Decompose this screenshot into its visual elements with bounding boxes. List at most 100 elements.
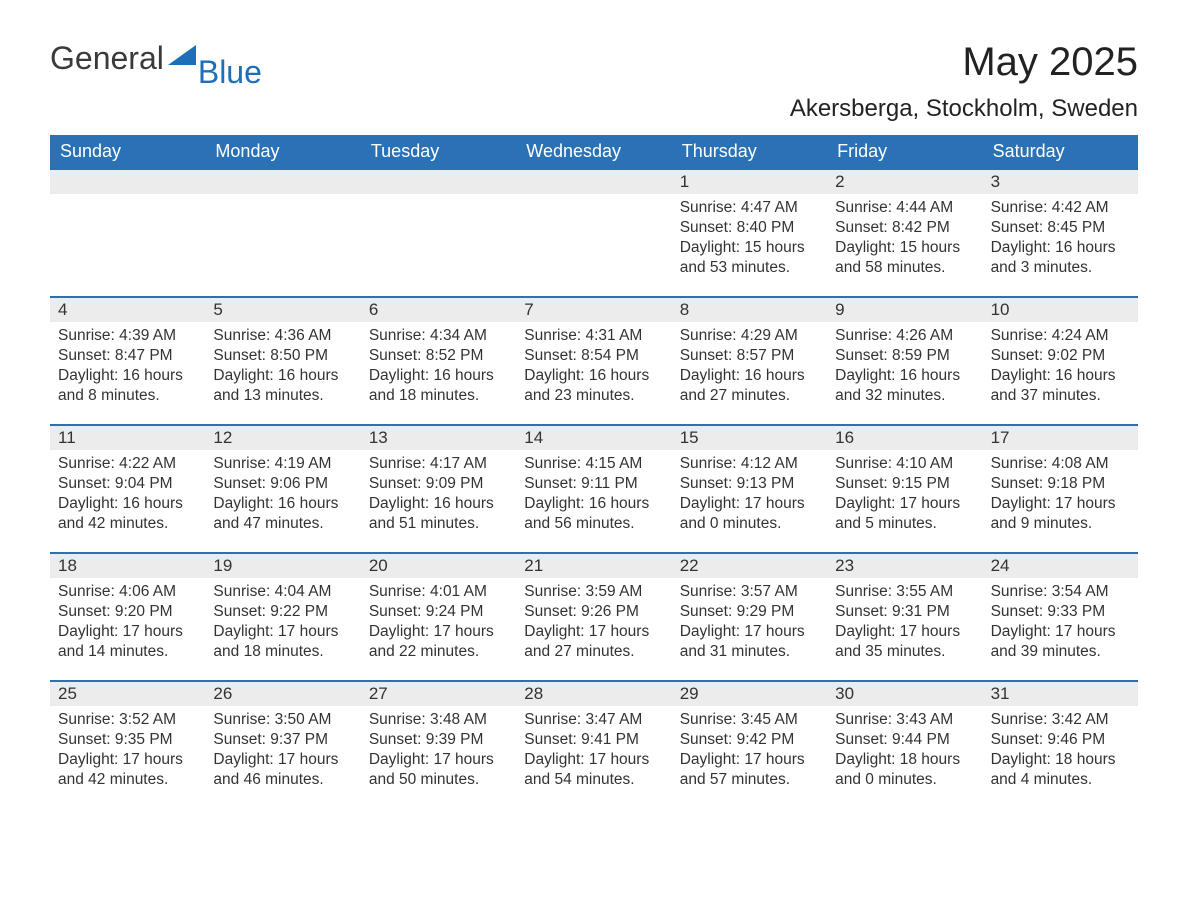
- daylight-text: Daylight: 16 hours and 37 minutes.: [991, 366, 1130, 406]
- sunset-text: Sunset: 9:41 PM: [524, 730, 663, 750]
- dow-cell: Wednesday: [516, 135, 671, 168]
- daylight-text: Daylight: 16 hours and 18 minutes.: [369, 366, 508, 406]
- day-number: 16: [827, 426, 982, 450]
- day-cell: 23Sunrise: 3:55 AMSunset: 9:31 PMDayligh…: [827, 554, 982, 680]
- day-details: Sunrise: 3:59 AMSunset: 9:26 PMDaylight:…: [516, 578, 671, 669]
- day-details: Sunrise: 3:45 AMSunset: 9:42 PMDaylight:…: [672, 706, 827, 797]
- sunset-text: Sunset: 9:46 PM: [991, 730, 1130, 750]
- sunrise-text: Sunrise: 3:50 AM: [213, 710, 352, 730]
- sunset-text: Sunset: 8:40 PM: [680, 218, 819, 238]
- day-cell: 16Sunrise: 4:10 AMSunset: 9:15 PMDayligh…: [827, 426, 982, 552]
- sunset-text: Sunset: 8:45 PM: [991, 218, 1130, 238]
- day-number: 8: [672, 298, 827, 322]
- daylight-text: Daylight: 15 hours and 58 minutes.: [835, 238, 974, 278]
- daylight-text: Daylight: 17 hours and 5 minutes.: [835, 494, 974, 534]
- daylight-text: Daylight: 17 hours and 46 minutes.: [213, 750, 352, 790]
- sunrise-text: Sunrise: 3:43 AM: [835, 710, 974, 730]
- day-number: 24: [983, 554, 1138, 578]
- sunrise-text: Sunrise: 3:52 AM: [58, 710, 197, 730]
- sunrise-text: Sunrise: 3:57 AM: [680, 582, 819, 602]
- day-cell: 27Sunrise: 3:48 AMSunset: 9:39 PMDayligh…: [361, 682, 516, 808]
- dow-cell: Monday: [205, 135, 360, 168]
- day-details: Sunrise: 4:39 AMSunset: 8:47 PMDaylight:…: [50, 322, 205, 413]
- daylight-text: Daylight: 15 hours and 53 minutes.: [680, 238, 819, 278]
- day-details: Sunrise: 4:22 AMSunset: 9:04 PMDaylight:…: [50, 450, 205, 541]
- daylight-text: Daylight: 17 hours and 0 minutes.: [680, 494, 819, 534]
- day-details: Sunrise: 4:01 AMSunset: 9:24 PMDaylight:…: [361, 578, 516, 669]
- day-details: Sunrise: 4:19 AMSunset: 9:06 PMDaylight:…: [205, 450, 360, 541]
- dow-cell: Thursday: [672, 135, 827, 168]
- sunset-text: Sunset: 9:18 PM: [991, 474, 1130, 494]
- day-cell: 13Sunrise: 4:17 AMSunset: 9:09 PMDayligh…: [361, 426, 516, 552]
- sunrise-text: Sunrise: 3:54 AM: [991, 582, 1130, 602]
- sunset-text: Sunset: 9:02 PM: [991, 346, 1130, 366]
- day-cell: 30Sunrise: 3:43 AMSunset: 9:44 PMDayligh…: [827, 682, 982, 808]
- day-cell: 12Sunrise: 4:19 AMSunset: 9:06 PMDayligh…: [205, 426, 360, 552]
- day-cell: 7Sunrise: 4:31 AMSunset: 8:54 PMDaylight…: [516, 298, 671, 424]
- day-cell: 11Sunrise: 4:22 AMSunset: 9:04 PMDayligh…: [50, 426, 205, 552]
- day-details: Sunrise: 4:17 AMSunset: 9:09 PMDaylight:…: [361, 450, 516, 541]
- sunrise-text: Sunrise: 4:01 AM: [369, 582, 508, 602]
- day-details: [50, 194, 205, 204]
- day-details: Sunrise: 3:48 AMSunset: 9:39 PMDaylight:…: [361, 706, 516, 797]
- sunset-text: Sunset: 9:42 PM: [680, 730, 819, 750]
- day-number: 26: [205, 682, 360, 706]
- title-block: May 2025 Akersberga, Stockholm, Sweden: [790, 40, 1138, 123]
- sunset-text: Sunset: 9:13 PM: [680, 474, 819, 494]
- sunrise-text: Sunrise: 3:45 AM: [680, 710, 819, 730]
- sunset-text: Sunset: 8:50 PM: [213, 346, 352, 366]
- day-details: Sunrise: 3:55 AMSunset: 9:31 PMDaylight:…: [827, 578, 982, 669]
- day-details: Sunrise: 4:26 AMSunset: 8:59 PMDaylight:…: [827, 322, 982, 413]
- sunset-text: Sunset: 9:35 PM: [58, 730, 197, 750]
- daylight-text: Daylight: 16 hours and 47 minutes.: [213, 494, 352, 534]
- day-cell: 1Sunrise: 4:47 AMSunset: 8:40 PMDaylight…: [672, 170, 827, 296]
- day-details: Sunrise: 3:52 AMSunset: 9:35 PMDaylight:…: [50, 706, 205, 797]
- day-number: 27: [361, 682, 516, 706]
- dow-cell: Saturday: [983, 135, 1138, 168]
- sunrise-text: Sunrise: 4:34 AM: [369, 326, 508, 346]
- dow-cell: Tuesday: [361, 135, 516, 168]
- sunset-text: Sunset: 9:37 PM: [213, 730, 352, 750]
- week-row: 18Sunrise: 4:06 AMSunset: 9:20 PMDayligh…: [50, 552, 1138, 680]
- sunrise-text: Sunrise: 4:42 AM: [991, 198, 1130, 218]
- day-number: 9: [827, 298, 982, 322]
- daylight-text: Daylight: 16 hours and 3 minutes.: [991, 238, 1130, 278]
- sunrise-text: Sunrise: 4:26 AM: [835, 326, 974, 346]
- day-cell: 25Sunrise: 3:52 AMSunset: 9:35 PMDayligh…: [50, 682, 205, 808]
- daylight-text: Daylight: 17 hours and 39 minutes.: [991, 622, 1130, 662]
- logo: General Blue: [50, 40, 262, 77]
- daylight-text: Daylight: 16 hours and 23 minutes.: [524, 366, 663, 406]
- sunset-text: Sunset: 8:42 PM: [835, 218, 974, 238]
- day-details: Sunrise: 4:10 AMSunset: 9:15 PMDaylight:…: [827, 450, 982, 541]
- day-cell: 26 Sunrise: 3:50 AMSunset: 9:37 PMDayligh…: [205, 682, 360, 808]
- sunrise-text: Sunrise: 3:47 AM: [524, 710, 663, 730]
- month-year: May 2025: [790, 40, 1138, 85]
- weeks-container: 1Sunrise: 4:47 AMSunset: 8:40 PMDaylight…: [50, 168, 1138, 808]
- day-cell: 29Sunrise: 3:45 AMSunset: 9:42 PMDayligh…: [672, 682, 827, 808]
- sunrise-text: Sunrise: 3:42 AM: [991, 710, 1130, 730]
- day-number: [361, 170, 516, 194]
- day-number: 5: [205, 298, 360, 322]
- day-cell: 3Sunrise: 4:42 AMSunset: 8:45 PMDaylight…: [983, 170, 1138, 296]
- sunrise-text: Sunrise: 4:47 AM: [680, 198, 819, 218]
- sunrise-text: Sunrise: 4:12 AM: [680, 454, 819, 474]
- sunset-text: Sunset: 9:24 PM: [369, 602, 508, 622]
- week-row: 4Sunrise: 4:39 AMSunset: 8:47 PMDaylight…: [50, 296, 1138, 424]
- sunset-text: Sunset: 8:52 PM: [369, 346, 508, 366]
- daylight-text: Daylight: 16 hours and 13 minutes.: [213, 366, 352, 406]
- daylight-text: Daylight: 17 hours and 18 minutes.: [213, 622, 352, 662]
- day-details: Sunrise: 3:42 AMSunset: 9:46 PMDaylight:…: [983, 706, 1138, 797]
- logo-triangle-icon: [168, 43, 196, 67]
- day-cell: [50, 170, 205, 296]
- daylight-text: Daylight: 18 hours and 4 minutes.: [991, 750, 1130, 790]
- day-number: [516, 170, 671, 194]
- sunset-text: Sunset: 9:44 PM: [835, 730, 974, 750]
- logo-text-2: Blue: [198, 54, 262, 91]
- sunset-text: Sunset: 8:54 PM: [524, 346, 663, 366]
- sunset-text: Sunset: 9:04 PM: [58, 474, 197, 494]
- daylight-text: Daylight: 16 hours and 27 minutes.: [680, 366, 819, 406]
- day-details: Sunrise: 4:42 AMSunset: 8:45 PMDaylight:…: [983, 194, 1138, 285]
- day-number: 19: [205, 554, 360, 578]
- day-number: 18: [50, 554, 205, 578]
- daylight-text: Daylight: 16 hours and 51 minutes.: [369, 494, 508, 534]
